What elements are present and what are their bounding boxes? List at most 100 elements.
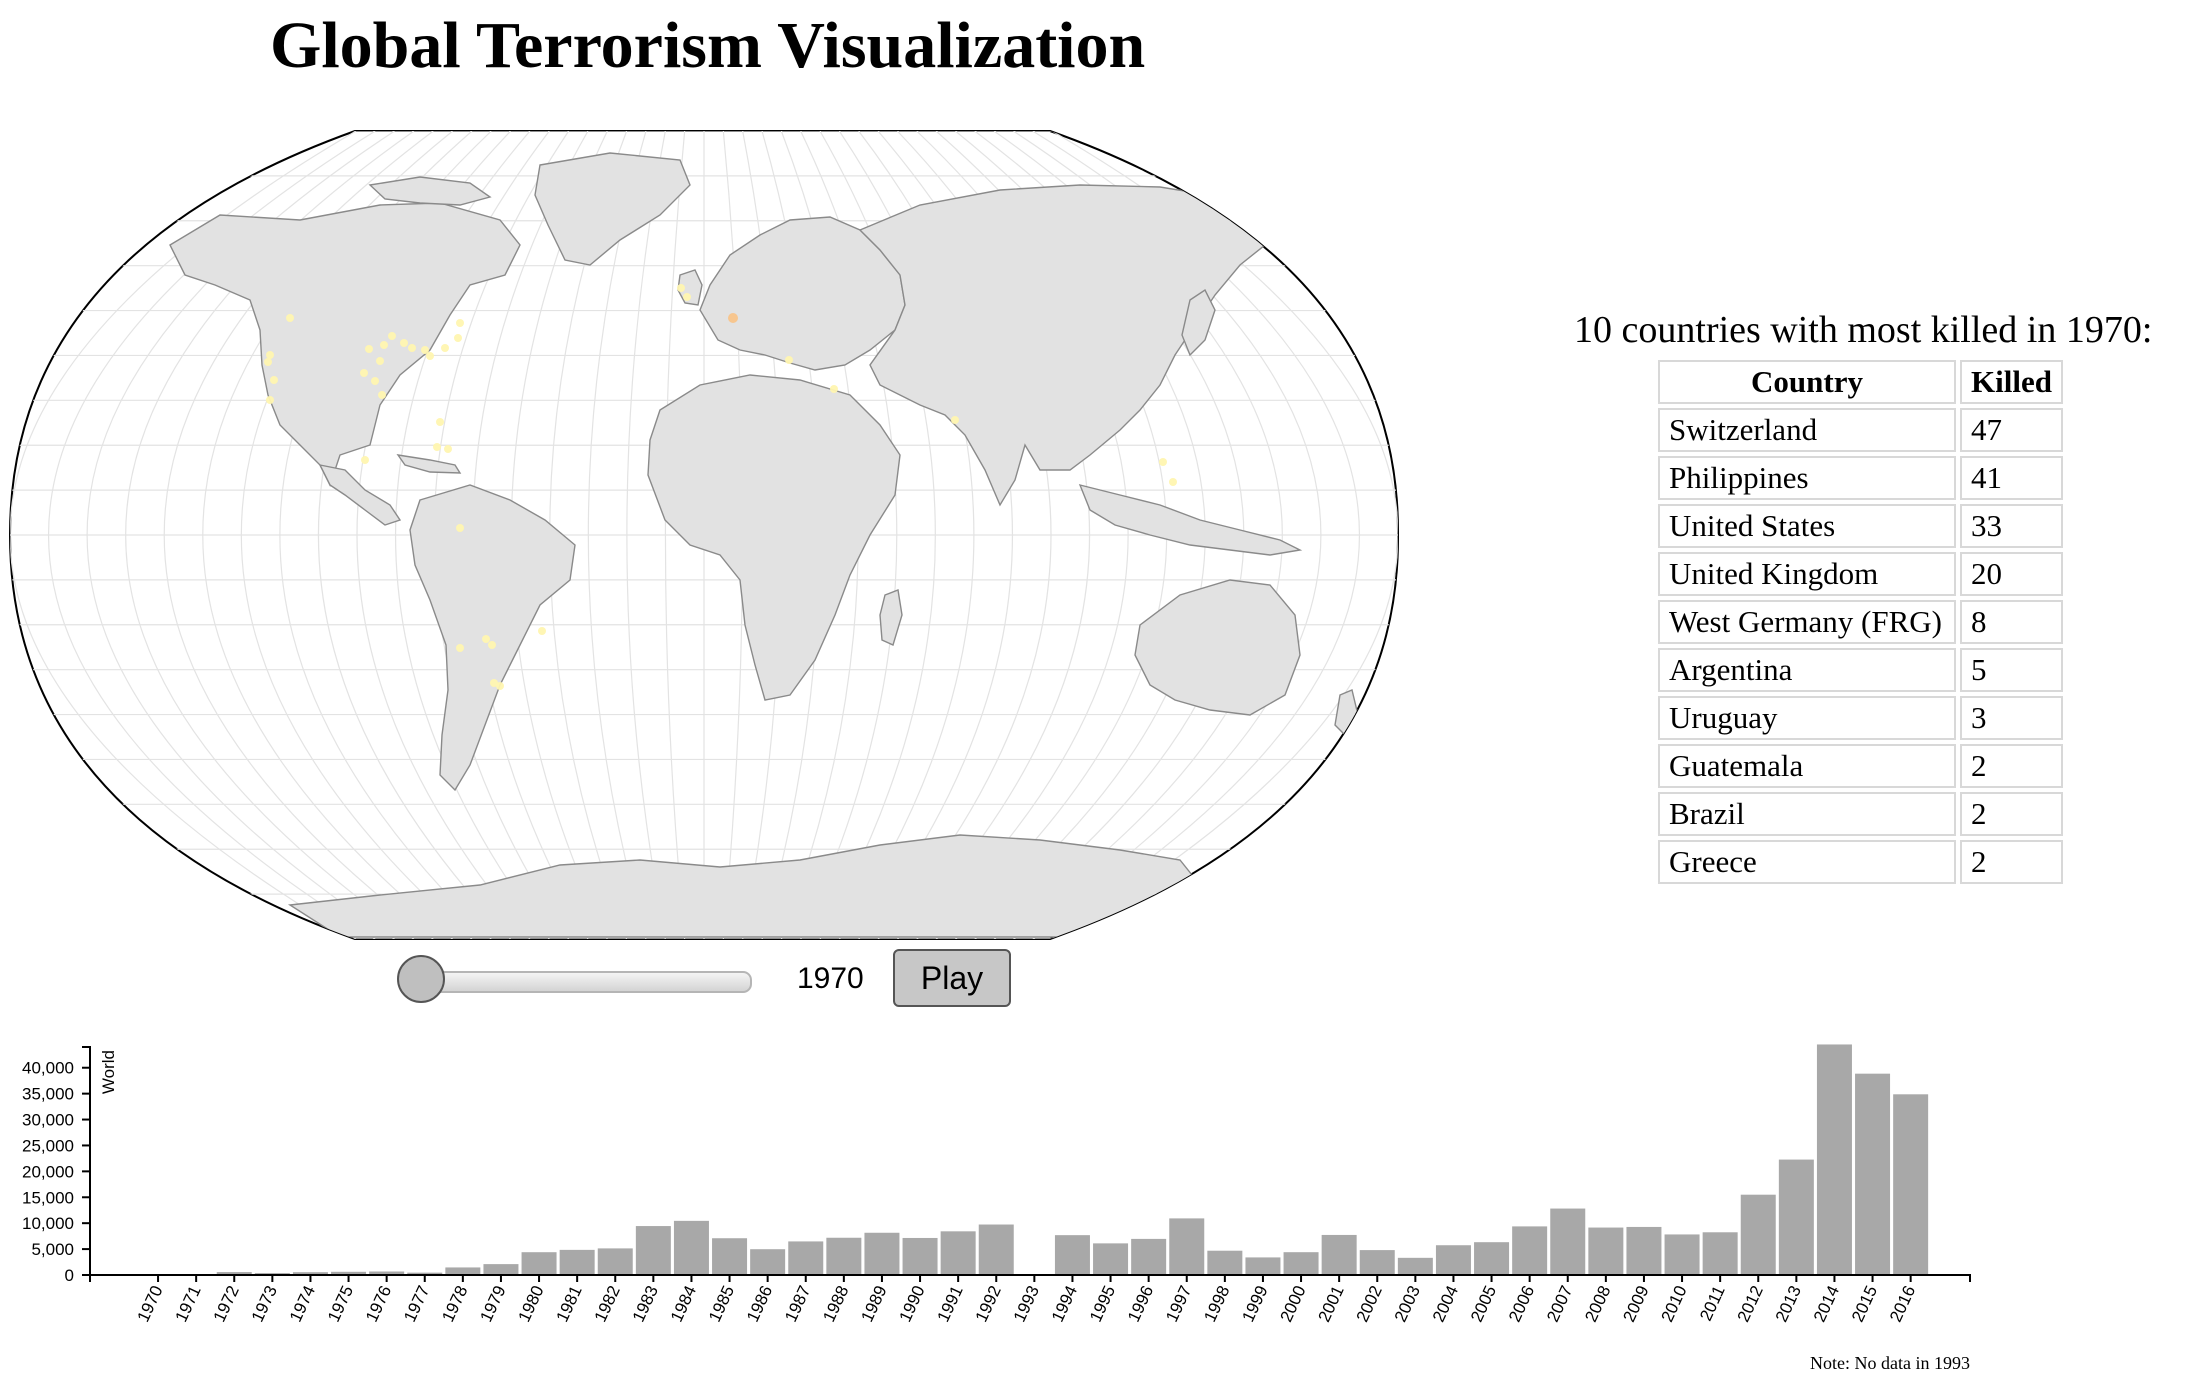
x-tick-label: 1977 xyxy=(400,1283,433,1325)
bar-2001[interactable] xyxy=(1321,1234,1357,1275)
y-tick-label: 35,000 xyxy=(22,1085,74,1104)
bar-1995[interactable] xyxy=(1093,1243,1129,1275)
bar-2007[interactable] xyxy=(1550,1208,1586,1275)
bar-1994[interactable] xyxy=(1054,1235,1090,1275)
x-tick-label: 2015 xyxy=(1848,1283,1881,1325)
bar-1989[interactable] xyxy=(864,1232,900,1275)
x-tick-label: 2000 xyxy=(1276,1283,1309,1325)
y-tick-label: 25,000 xyxy=(22,1136,74,1155)
x-tick-label: 1991 xyxy=(934,1283,967,1325)
bar-1985[interactable] xyxy=(712,1238,748,1275)
killed-cell: 3 xyxy=(1960,696,2063,740)
attack-marker xyxy=(456,319,464,327)
bar-1987[interactable] xyxy=(788,1241,824,1275)
x-tick-label: 1988 xyxy=(819,1283,852,1325)
country-cell: Brazil xyxy=(1658,792,1956,836)
killed-cell: 5 xyxy=(1960,648,2063,692)
bar-2009[interactable] xyxy=(1626,1226,1662,1275)
x-tick-label: 2001 xyxy=(1315,1283,1348,1325)
bar-2000[interactable] xyxy=(1283,1252,1319,1275)
attack-marker xyxy=(1169,478,1177,486)
bar-1982[interactable] xyxy=(597,1248,633,1275)
land-greenland xyxy=(534,152,691,266)
killed-cell: 2 xyxy=(1960,744,2063,788)
bar-1992[interactable] xyxy=(978,1224,1014,1275)
bar-2014[interactable] xyxy=(1816,1044,1852,1275)
killed-cell: 2 xyxy=(1960,792,2063,836)
bar-2011[interactable] xyxy=(1702,1232,1738,1275)
bar-1991[interactable] xyxy=(940,1231,976,1275)
bar-1996[interactable] xyxy=(1131,1238,1167,1275)
bar-2005[interactable] xyxy=(1474,1242,1510,1275)
year-slider-track[interactable] xyxy=(418,971,752,993)
table-header-row: Country Killed xyxy=(1658,360,2063,404)
bar-1974[interactable] xyxy=(292,1272,328,1275)
bar-1990[interactable] xyxy=(902,1237,938,1275)
bar-1999[interactable] xyxy=(1245,1257,1281,1275)
land-madagascar xyxy=(879,589,903,646)
x-tick-label: 2007 xyxy=(1543,1283,1576,1325)
bar-1981[interactable] xyxy=(559,1249,595,1275)
attack-marker xyxy=(482,635,490,643)
bar-1986[interactable] xyxy=(750,1249,786,1275)
attack-marker xyxy=(683,293,691,301)
x-tick-label: 2003 xyxy=(1391,1283,1424,1325)
bar-2008[interactable] xyxy=(1588,1227,1624,1275)
bar-1984[interactable] xyxy=(673,1220,709,1275)
x-tick-label: 1971 xyxy=(172,1283,205,1325)
graticule-meridian xyxy=(626,131,666,939)
bar-1978[interactable] xyxy=(445,1267,481,1275)
x-tick-label: 2014 xyxy=(1810,1283,1843,1325)
bar-2006[interactable] xyxy=(1512,1226,1548,1275)
attack-marker xyxy=(400,339,408,347)
table-row: Philippines 41 xyxy=(1658,456,2063,500)
bar-2004[interactable] xyxy=(1435,1245,1471,1275)
y-axis-line xyxy=(82,1046,91,1276)
bars-group xyxy=(140,1044,1929,1275)
x-tick-label: 1998 xyxy=(1200,1283,1233,1325)
bar-1997[interactable] xyxy=(1169,1218,1205,1275)
year-slider-thumb[interactable] xyxy=(397,955,445,1003)
x-tick-label: 1985 xyxy=(705,1283,738,1325)
bar-2016[interactable] xyxy=(1893,1094,1929,1275)
bar-1998[interactable] xyxy=(1207,1250,1243,1275)
bar-2012[interactable] xyxy=(1740,1194,1776,1275)
bar-2003[interactable] xyxy=(1397,1257,1433,1275)
bar-1988[interactable] xyxy=(826,1237,862,1275)
world-map[interactable] xyxy=(0,125,1410,945)
x-tick-label: 2004 xyxy=(1429,1283,1462,1325)
play-button[interactable]: Play xyxy=(893,949,1011,1007)
bar-1983[interactable] xyxy=(635,1226,671,1275)
x-tick-label: 1975 xyxy=(324,1283,357,1325)
bar-2013[interactable] xyxy=(1778,1159,1814,1275)
x-tick-label: 1978 xyxy=(438,1283,471,1325)
attack-marker xyxy=(454,334,462,342)
bar-2002[interactable] xyxy=(1359,1250,1395,1275)
bar-1976[interactable] xyxy=(369,1271,405,1275)
killed-cell: 33 xyxy=(1960,504,2063,548)
x-tick-label: 1990 xyxy=(895,1283,928,1325)
table-row: West Germany (FRG) 8 xyxy=(1658,600,2063,644)
x-tick-label: 1994 xyxy=(1048,1283,1081,1325)
x-tick-label: 1979 xyxy=(476,1283,509,1325)
land-canadian-islands xyxy=(368,176,492,206)
bar-1980[interactable] xyxy=(521,1252,557,1275)
graticule-meridian xyxy=(664,131,686,939)
attack-marker xyxy=(830,385,838,393)
bar-1972[interactable] xyxy=(216,1272,252,1275)
killed-cell: 20 xyxy=(1960,552,2063,596)
bar-1979[interactable] xyxy=(483,1264,519,1275)
attack-marker xyxy=(728,313,738,323)
x-tick-label: 1970 xyxy=(133,1283,166,1325)
bar-1977[interactable] xyxy=(407,1272,443,1275)
bar-2015[interactable] xyxy=(1855,1073,1891,1275)
table-caption: 10 countries with most killed in 1970: xyxy=(1574,309,2153,351)
attack-marker xyxy=(360,369,368,377)
attack-marker xyxy=(378,391,386,399)
y-tick-label: 10,000 xyxy=(22,1214,74,1233)
bar-1975[interactable] xyxy=(331,1271,367,1275)
top-killed-table: Country Killed Switzerland 47 Philippines… xyxy=(1654,356,2067,888)
country-cell: United States xyxy=(1658,504,1956,548)
bar-2010[interactable] xyxy=(1664,1234,1700,1275)
attack-marker xyxy=(496,682,504,690)
